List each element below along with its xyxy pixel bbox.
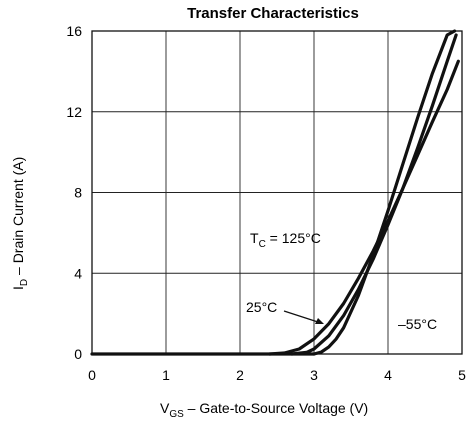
- x-tick-label: 2: [236, 367, 244, 383]
- y-tick-label: 8: [74, 185, 82, 201]
- x-tick-label: 3: [310, 367, 318, 383]
- series-label-25c: 25°C: [246, 299, 277, 315]
- x-tick-label: 4: [384, 367, 392, 383]
- y-tick-label: 12: [66, 104, 82, 120]
- chart-title: Transfer Characteristics: [187, 5, 359, 22]
- series-line-55c: [312, 29, 457, 356]
- x-tick-label: 0: [88, 367, 96, 383]
- x-axis-label: VGS – Gate-to-Source Voltage (V): [160, 400, 368, 420]
- series-line-125c: [268, 59, 460, 356]
- series-line-25c: [290, 33, 458, 356]
- series-label-minus55c: –55°C: [398, 316, 437, 332]
- series-label-25c-arrowhead: [315, 318, 324, 324]
- curves: [90, 29, 460, 356]
- y-axis-label: ID – Drain Current (A): [10, 157, 30, 290]
- x-tick-label: 1: [162, 367, 170, 383]
- y-tick-label: 4: [74, 265, 82, 281]
- series-label-125c: TC = 125°C: [250, 230, 321, 250]
- series-label-25c-leader: [283, 310, 322, 324]
- y-tick-label: 0: [74, 346, 82, 362]
- x-tick-label: 5: [458, 367, 466, 383]
- y-tick-label: 16: [66, 23, 82, 39]
